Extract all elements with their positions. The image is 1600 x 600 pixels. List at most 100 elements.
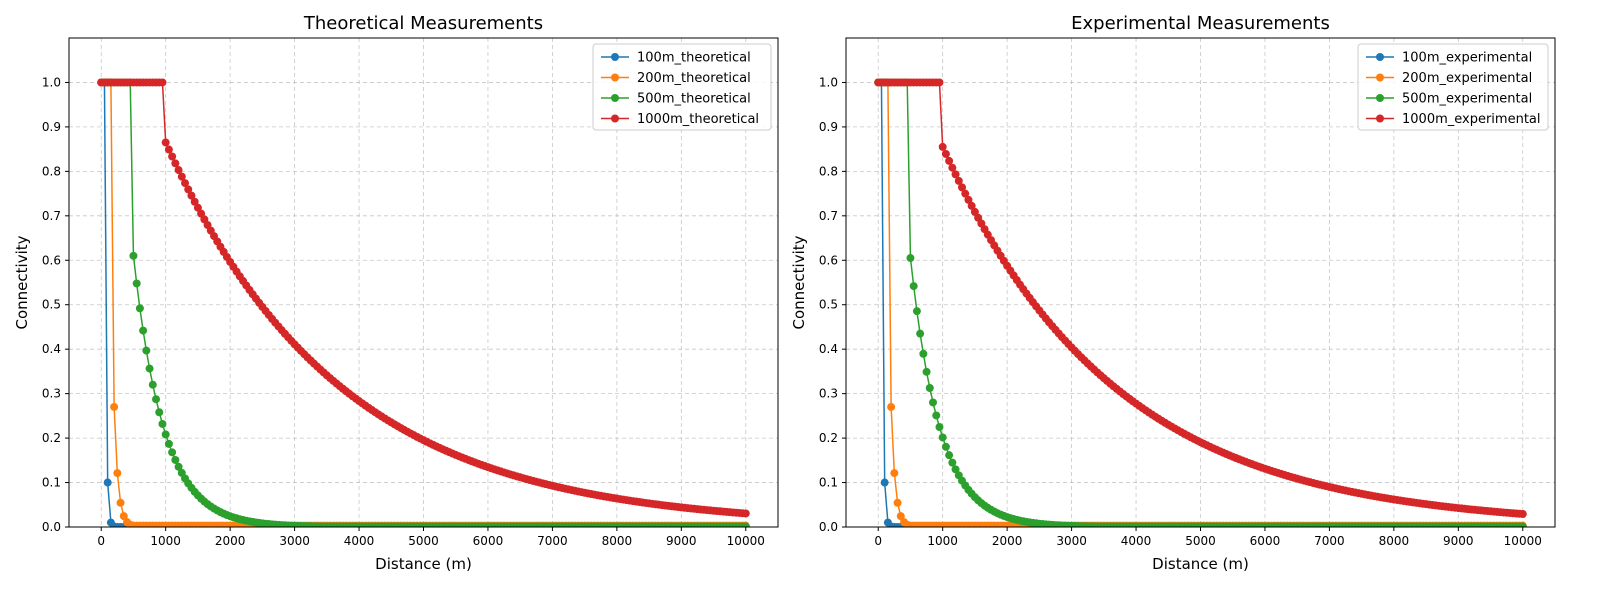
- legend-marker: [611, 73, 619, 82]
- legend: 100m_experimental 200m_experimental 500m_e…: [1357, 43, 1549, 131]
- x-tick-label: 4000: [344, 534, 375, 548]
- x-tick-label: 10000: [1504, 534, 1542, 548]
- data-point: [113, 469, 122, 478]
- y-tick-label: 0.1: [819, 476, 838, 490]
- x-tick-label: 10000: [727, 534, 765, 548]
- data-point: [906, 254, 915, 263]
- x-tick-label: 1000: [150, 534, 181, 548]
- y-tick-label: 0.4: [42, 342, 61, 356]
- x-tick-label: 2000: [992, 534, 1023, 548]
- data-point: [129, 251, 138, 260]
- data-point: [890, 469, 899, 478]
- data-point: [909, 282, 918, 291]
- data-point: [887, 402, 896, 411]
- y-tick-label: 0.3: [42, 387, 61, 401]
- data-point: [177, 172, 186, 181]
- x-tick-label: 0: [874, 534, 882, 548]
- legend-label: 100m_experimental: [1402, 51, 1532, 66]
- data-point: [155, 408, 164, 417]
- y-tick-label: 0.4: [819, 342, 838, 356]
- legend-marker: [1376, 94, 1384, 102]
- y-axis-label: Connectivity: [13, 235, 31, 329]
- x-tick-label: 6000: [1250, 534, 1281, 548]
- x-tick-label: 4000: [1121, 534, 1152, 548]
- data-point: [152, 395, 161, 404]
- data-point: [951, 465, 960, 474]
- data-point: [171, 455, 180, 464]
- data-point: [110, 402, 119, 411]
- data-point: [171, 159, 180, 168]
- data-point: [116, 498, 125, 507]
- data-point: [932, 411, 941, 420]
- series-1000m_theoretical: [97, 78, 750, 518]
- data-point: [1518, 509, 1527, 518]
- data-point: [919, 349, 928, 358]
- legend-label: 200m_experimental: [1402, 71, 1532, 86]
- y-tick-label: 0.9: [42, 120, 61, 134]
- x-tick-label: 0: [97, 534, 105, 548]
- y-tick-label: 0.2: [42, 431, 61, 445]
- data-point: [912, 307, 921, 316]
- x-tick-label: 7000: [1314, 534, 1345, 548]
- experimental-chart-panel: 0 1000 2000 3000 4000 5000 6000 7000 8000 9000 100…: [790, 13, 1556, 573]
- legend-item: 200m_theoretical: [601, 71, 751, 86]
- y-tick-label: 0.3: [819, 387, 838, 401]
- data-point: [193, 203, 202, 212]
- data-point: [954, 176, 963, 185]
- y-axis-label: Connectivity: [790, 235, 808, 329]
- x-tick-label: 7000: [537, 534, 568, 548]
- y-tick-label: 0.6: [819, 253, 838, 267]
- data-point: [103, 478, 112, 487]
- data-point: [181, 179, 190, 188]
- legend-marker: [611, 94, 619, 102]
- legend-label: 1000m_experimental: [1402, 112, 1541, 127]
- y-tick-label: 0.8: [819, 164, 838, 178]
- data-point: [922, 367, 931, 376]
- data-point: [929, 398, 938, 407]
- y-tick-label: 0.0: [819, 520, 838, 534]
- data-point: [941, 442, 950, 451]
- plot-area: [97, 78, 750, 527]
- data-point: [119, 512, 128, 521]
- data-point: [174, 462, 183, 471]
- legend-label: 500m_theoretical: [637, 92, 751, 107]
- data-point: [158, 78, 167, 87]
- data-point: [951, 170, 960, 179]
- x-tick-label: 2000: [215, 534, 246, 548]
- data-point: [187, 191, 196, 200]
- y-tick-label: 0.5: [819, 298, 838, 312]
- theoretical-chart-panel: 0 1000 2000 3000 4000 5000 6000 7000 8000 9000 100…: [13, 13, 779, 573]
- legend-item: 100m_experimental: [1366, 51, 1532, 66]
- data-point: [896, 512, 905, 521]
- x-tick-label: 9000: [666, 534, 697, 548]
- y-tick-label: 0.9: [819, 120, 838, 134]
- y-tick-label: 0.7: [42, 209, 61, 223]
- data-point: [164, 145, 173, 154]
- data-point: [970, 207, 979, 216]
- data-point: [132, 279, 141, 288]
- data-point: [1518, 522, 1527, 527]
- x-tick-label: 1000: [927, 534, 958, 548]
- y-tick-label: 1.0: [42, 75, 61, 89]
- data-point: [935, 423, 944, 432]
- legend-item: 100m_theoretical: [601, 51, 751, 66]
- data-point: [161, 430, 170, 439]
- data-point: [190, 197, 199, 206]
- data-point: [961, 189, 970, 198]
- legend-marker: [1376, 53, 1384, 61]
- legend-label: 200m_theoretical: [637, 71, 751, 86]
- legend-marker: [611, 53, 619, 61]
- x-axis-label: Distance (m): [1152, 555, 1249, 573]
- x-tick-label: 6000: [473, 534, 504, 548]
- x-tick-label: 5000: [408, 534, 439, 548]
- chart-title: Theoretical Measurements: [303, 13, 543, 34]
- data-point: [161, 138, 170, 147]
- y-tick-label: 0.1: [42, 476, 61, 490]
- data-point: [142, 346, 151, 355]
- legend-marker: [611, 114, 619, 123]
- legend-marker: [1376, 114, 1384, 123]
- legend-item: 500m_theoretical: [601, 92, 751, 107]
- data-point: [880, 478, 889, 487]
- data-point: [148, 380, 157, 389]
